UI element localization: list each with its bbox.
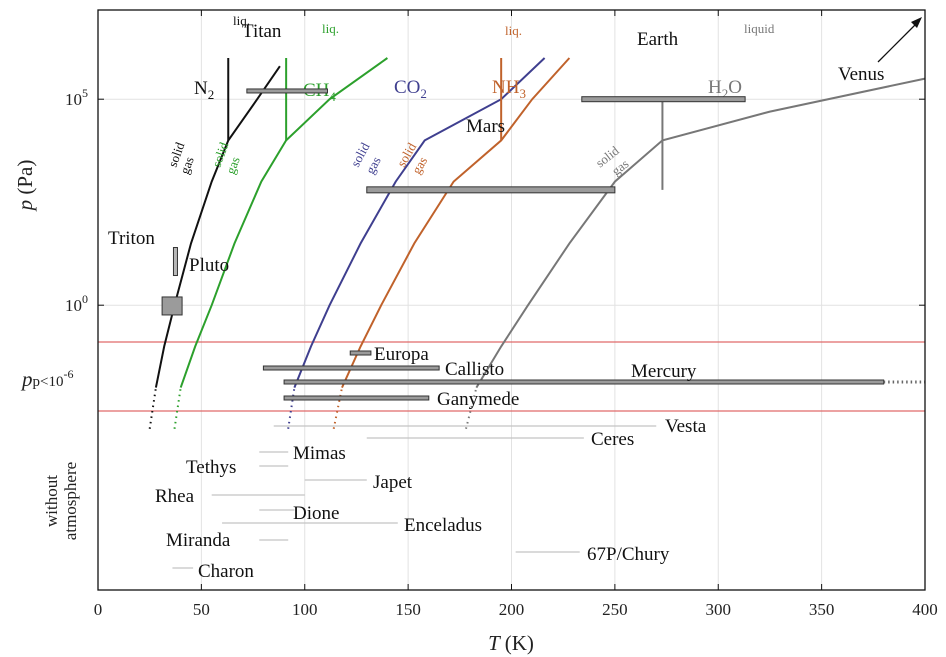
bar-ganymede — [283, 395, 430, 401]
x-tick-label: 250 — [602, 600, 628, 619]
label-miranda: Miranda — [166, 530, 231, 551]
venus-arrow — [877, 21, 919, 63]
y-axis-title: p (Pa) — [13, 160, 37, 213]
x-tick-label: 50 — [193, 600, 210, 619]
label-ceres: Ceres — [591, 429, 634, 450]
label-ganymede: Ganymede — [437, 389, 519, 410]
curve-co2 — [293, 57, 546, 388]
x-tick-label: 100 — [292, 600, 318, 619]
curve-ch4 — [179, 57, 388, 388]
liquid-label-nh3: liq. — [505, 23, 522, 38]
x-tick-label: 0 — [94, 600, 103, 619]
label-charon: Charon — [198, 561, 254, 582]
pressure-bands — [98, 341, 925, 412]
liquid-label-ch4: liq. — [322, 21, 339, 36]
liquid-label-h2o: liquid — [744, 21, 775, 36]
x-tick-label: 400 — [912, 600, 938, 619]
label-rhea: Rhea — [155, 486, 195, 507]
bar-titan — [246, 88, 328, 94]
curve-h2o — [475, 77, 926, 389]
gas-label-ch4: gas — [223, 155, 243, 176]
label-pluto: Pluto — [189, 255, 229, 276]
gas-label-co2: gas — [362, 154, 383, 176]
label-callisto: Callisto — [445, 359, 504, 380]
label-europa: Europa — [374, 344, 429, 365]
bar-mercury — [283, 379, 885, 385]
low-pressure-label: pp<10-6 — [20, 367, 73, 391]
bar-mars — [366, 186, 616, 194]
label-vesta: Vesta — [665, 416, 707, 437]
celestial-bodies: Titan Earth Mars Triton Pluto Europa Callisto M… — [108, 17, 925, 582]
curve-label-n2: N2 — [194, 78, 214, 102]
curve-dotted-co2 — [287, 387, 296, 429]
bar-callisto — [262, 365, 440, 371]
no-atmosphere-label-1: without — [42, 475, 61, 527]
venus-arrowhead — [911, 17, 922, 28]
curve-nh3 — [341, 57, 571, 389]
curve-label-h2o: H2O — [708, 77, 742, 101]
x-tick-label: 150 — [395, 600, 421, 619]
label-mercury: Mercury — [631, 361, 697, 382]
x-axis-title: T (K) — [488, 631, 534, 655]
label-mars: Mars — [466, 116, 505, 137]
marker-pluto — [161, 296, 183, 316]
label-mimas: Mimas — [293, 443, 346, 464]
no-atmosphere-label-2: atmosphere — [61, 462, 80, 540]
gas-label-n2: gas — [177, 155, 197, 176]
label-triton: Triton — [108, 228, 155, 249]
bar-europa — [349, 350, 372, 356]
label-venus: Venus — [838, 64, 884, 85]
y-tick-label: 105 — [65, 86, 88, 109]
x-tick-label: 300 — [706, 600, 732, 619]
curve-dotted-n2 — [148, 387, 157, 429]
label-dione: Dione — [293, 503, 339, 524]
curve-dotted-nh3 — [332, 387, 343, 429]
label-67p-chury: 67P/Chury — [587, 544, 670, 565]
marker-triton — [172, 247, 178, 277]
curve-n2 — [154, 65, 281, 388]
x-tick-label: 200 — [499, 600, 525, 619]
x-tick-label: 350 — [809, 600, 835, 619]
label-japet: Japet — [373, 472, 413, 493]
label-titan: Titan — [242, 21, 282, 42]
curve-label-co2: CO2 — [394, 77, 427, 101]
grid-lines — [98, 10, 925, 590]
label-tethys: Tethys — [186, 457, 236, 478]
curve-label-nh3: NH3 — [492, 77, 526, 101]
label-earth: Earth — [637, 29, 679, 50]
liquid-label-n2: liq. — [233, 13, 250, 28]
curve-dotted-ch4 — [173, 387, 182, 429]
bar-earth — [581, 96, 746, 103]
label-enceladus: Enceladus — [404, 515, 482, 536]
axes: 0 50 100 150 200 250 300 350 400 100 105 pp<10-6 wit… — [13, 9, 938, 655]
y-tick-label: 100 — [65, 292, 88, 315]
